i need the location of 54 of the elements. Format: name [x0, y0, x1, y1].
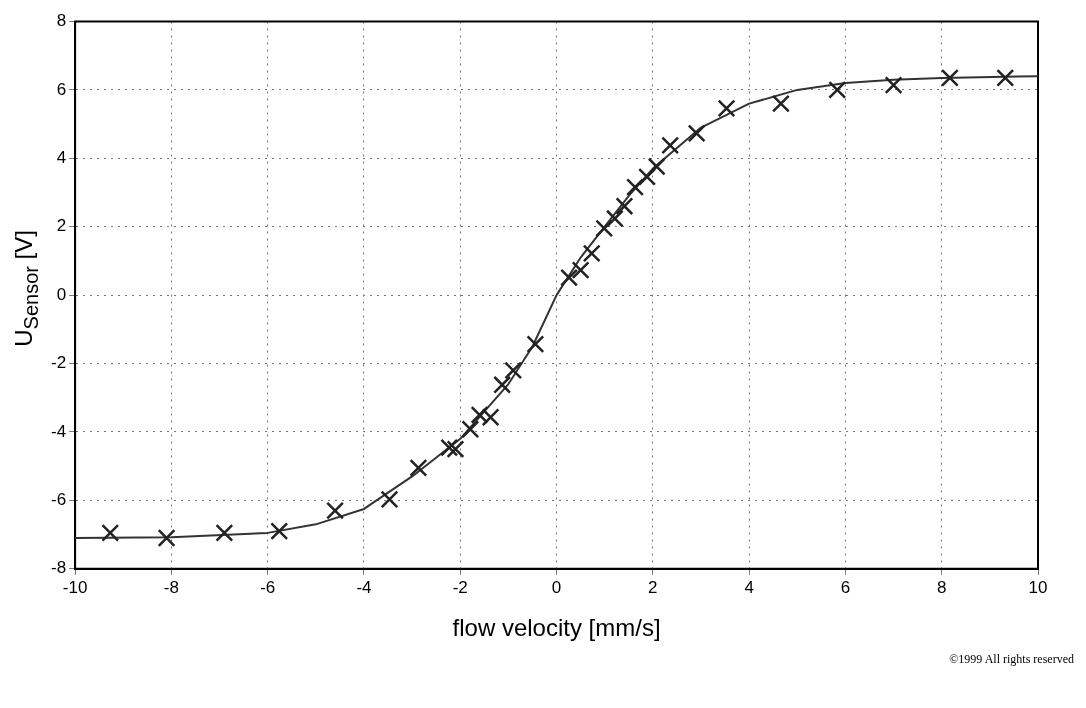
x-tick-label: -10 — [62, 577, 88, 597]
x-axis-title: flow velocity [mm/s] — [452, 614, 661, 642]
point — [440, 438, 459, 457]
x-tick-label: 6 — [840, 577, 851, 597]
point — [481, 408, 500, 427]
y-tick-label: 8 — [56, 11, 67, 31]
x-tick-label: -6 — [260, 577, 276, 597]
point — [101, 523, 120, 542]
point — [661, 136, 680, 155]
point — [884, 76, 903, 95]
y-tick-label: -4 — [50, 421, 67, 441]
point — [638, 167, 657, 186]
point — [996, 68, 1015, 87]
y-tick-label: 4 — [56, 148, 67, 168]
point — [157, 528, 176, 548]
y-tick-label: -8 — [50, 558, 67, 578]
point — [526, 335, 545, 354]
point — [687, 124, 706, 143]
y-tick-label: -2 — [50, 353, 67, 373]
x-tick-label: 2 — [648, 577, 658, 597]
point — [470, 405, 489, 424]
x-tick-label: 10 — [1028, 577, 1048, 597]
point — [828, 80, 847, 99]
x-tick-label: 0 — [551, 577, 562, 597]
point — [571, 261, 590, 280]
x-tick-label: -8 — [163, 577, 179, 597]
point — [771, 94, 790, 113]
point — [582, 244, 601, 263]
point — [595, 219, 614, 238]
point — [215, 523, 234, 542]
y-tick-label: -6 — [50, 490, 67, 510]
point — [717, 99, 736, 118]
x-tick-label: -4 — [356, 577, 372, 597]
point — [461, 420, 480, 439]
x-tick-label: -2 — [452, 577, 468, 597]
point — [615, 197, 634, 216]
x-tick-label: 4 — [744, 577, 754, 597]
y-tick-label: 2 — [56, 216, 67, 236]
x-tick-label: 8 — [936, 577, 947, 597]
point — [504, 361, 523, 380]
y-tick-label: 6 — [56, 79, 67, 99]
point — [409, 458, 428, 477]
point — [446, 440, 465, 459]
point — [380, 490, 399, 509]
text: ©1999 All rights reserved — [949, 652, 1074, 667]
point — [605, 209, 624, 228]
point — [270, 522, 289, 541]
point — [626, 178, 645, 197]
point — [560, 268, 579, 287]
point — [647, 157, 666, 176]
point — [326, 501, 345, 520]
y-tick-label: 0 — [56, 284, 67, 304]
point — [940, 68, 959, 87]
point — [493, 375, 512, 394]
